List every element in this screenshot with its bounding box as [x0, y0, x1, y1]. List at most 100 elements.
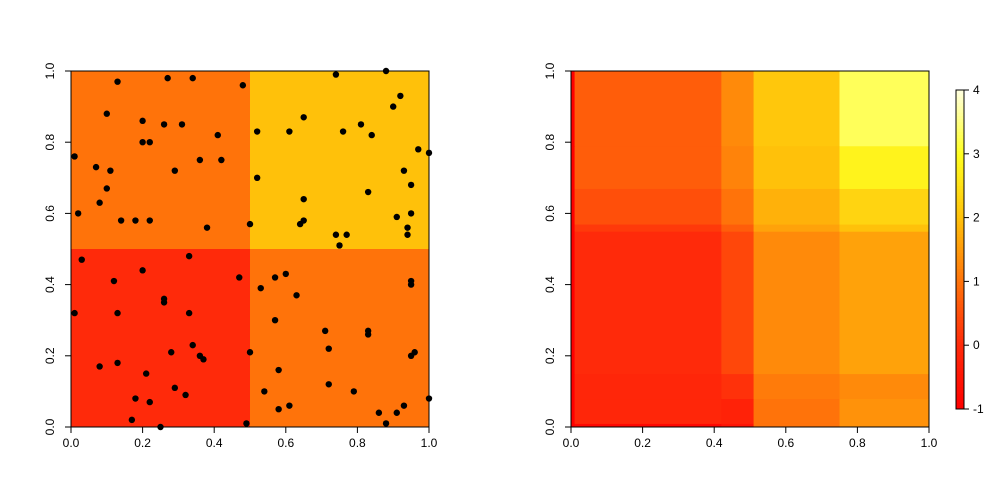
colorbar-step: [956, 230, 964, 234]
scatter-point: [218, 156, 225, 164]
right-x-tick-label: 0.4: [706, 436, 723, 450]
left-y-tick-label: 0.8: [43, 134, 57, 151]
heatmap-cell: [753, 373, 840, 400]
heatmap-cell: [753, 423, 840, 428]
scatter-point: [171, 384, 179, 392]
colorbar-step: [956, 233, 964, 238]
heatmap-cell: [571, 188, 576, 225]
colorbar-step: [956, 176, 964, 180]
scatter-point: [382, 420, 390, 427]
right-heatmap-cells: [571, 71, 930, 428]
left-y-tick-label: 0.4: [43, 276, 57, 293]
colorbar-step: [956, 389, 964, 394]
colorbar-step: [956, 156, 964, 161]
colorbar-step: [956, 306, 964, 311]
scatter-point: [390, 103, 397, 110]
scatter-point: [132, 217, 139, 224]
colorbar-step: [956, 243, 964, 247]
heatmap-cell: [721, 373, 755, 400]
scatter-point: [300, 114, 307, 121]
scatter-point: [339, 128, 347, 135]
colorbar-step: [956, 204, 964, 209]
right-y-tick-label: 1.0: [543, 62, 557, 79]
scatter-point: [146, 398, 153, 406]
scatter-point: [132, 395, 139, 402]
scatter-point: [146, 217, 153, 224]
colorbar-axis: -1 0 1 2 3 4: [964, 83, 984, 416]
colorbar-step: [956, 239, 964, 244]
scatter-point: [286, 128, 293, 135]
scatter-point: [364, 188, 372, 196]
heatmap-cell: [753, 188, 840, 225]
heatmap-cell: [571, 71, 576, 147]
colorbar-step: [956, 252, 964, 257]
scatter-point: [117, 217, 125, 224]
scatter-point: [332, 71, 340, 78]
heatmap-cell: [571, 224, 576, 232]
scatter-point: [415, 146, 422, 153]
colorbar-step: [956, 342, 964, 346]
colorbar-box: [955, 89, 965, 410]
scatter-point: [178, 121, 186, 128]
colorbar-step: [956, 377, 964, 381]
scatter-point: [336, 242, 343, 249]
left-x-tick-label: 1.0: [421, 436, 438, 450]
colorbar-step: [956, 275, 964, 279]
colorbar-step: [956, 90, 964, 94]
colorbar-step: [956, 313, 964, 317]
colorbar-step: [956, 131, 964, 136]
heatmap-cell: [753, 71, 840, 147]
scatter-point: [139, 267, 146, 274]
scatter-point: [357, 121, 365, 128]
colorbar-tick-label: 4: [973, 83, 980, 97]
scatter-point: [400, 402, 408, 409]
colorbar-step: [956, 102, 964, 107]
colorbar-step: [956, 208, 964, 212]
right-y-axis: 0.0 0.2 0.4 0.6 0.8 1.0: [543, 62, 572, 435]
scatter-point: [393, 213, 400, 221]
colorbar-step: [956, 262, 964, 266]
colorbar-step: [956, 367, 964, 372]
scatter-point: [128, 416, 136, 424]
left-y-tick-label: 1.0: [43, 62, 57, 79]
colorbar-step: [956, 405, 964, 410]
scatter-point: [200, 356, 207, 363]
colorbar-step: [956, 153, 964, 158]
left-x-tick-label: 0.2: [134, 436, 151, 450]
colorbar-step: [956, 105, 964, 110]
colorbar-step: [956, 93, 964, 97]
scatter-point: [261, 388, 268, 395]
colorbar-step: [956, 172, 964, 177]
scatter-point: [321, 327, 329, 335]
scatter-point: [139, 139, 146, 146]
colorbar-step: [956, 115, 964, 120]
colorbar-step: [956, 211, 964, 215]
left-region-cells: [71, 71, 429, 427]
colorbar-step: [956, 294, 964, 298]
heatmap-cell: [571, 231, 576, 375]
scatter-point: [107, 167, 114, 174]
colorbar-step: [956, 370, 964, 375]
colorbar-step: [956, 338, 964, 343]
scatter-point: [407, 281, 415, 288]
left-x-axis: 0.0 0.2 0.4 0.6 0.8 1.0: [63, 426, 438, 450]
heatmap-cell: [839, 423, 930, 428]
right-x-axis: 0.0 0.2 0.4 0.6 0.8 1.0: [563, 426, 938, 450]
scatter-point: [103, 110, 111, 117]
scatter-point: [103, 185, 111, 192]
heatmap-cell: [571, 145, 576, 189]
colorbar-tick-label: 1: [973, 274, 980, 288]
scatter-point: [407, 210, 415, 217]
colorbar-step: [956, 303, 964, 308]
colorbar-tick-label: 2: [973, 211, 980, 225]
scatter-point: [114, 309, 121, 317]
colorbar-step: [956, 147, 964, 152]
scatter-point: [286, 402, 293, 409]
left-x-tick-label: 0.6: [277, 436, 294, 450]
colorbar-step: [956, 402, 964, 407]
heatmap-cell: [839, 224, 930, 232]
colorbar-tick-label: 0: [973, 338, 980, 352]
heatmap-cell: [574, 398, 722, 424]
colorbar-step: [956, 329, 964, 333]
scatter-point: [253, 174, 261, 181]
